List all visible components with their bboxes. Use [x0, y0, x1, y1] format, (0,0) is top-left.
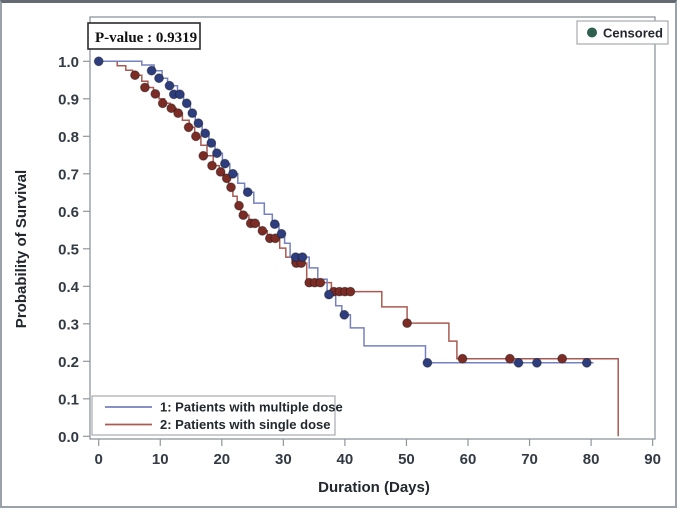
survival-curves-layer [93, 56, 619, 437]
x-tick-label: 10 [152, 451, 169, 468]
y-tick-label: 0.9 [58, 91, 79, 108]
censored-legend-box [576, 20, 669, 45]
censored-marker [257, 225, 268, 236]
censored-marker [150, 89, 161, 99]
censored-marker [513, 357, 524, 368]
pvalue-box [87, 22, 201, 50]
censored-marker [221, 173, 232, 184]
x-tick-label: 0 [95, 451, 103, 468]
censored-marker [200, 128, 211, 139]
censored-marker [250, 218, 260, 229]
y-tick-label: 0.0 [58, 429, 79, 446]
x-tick-label: 60 [460, 451, 477, 468]
censored-markers-2 [130, 70, 568, 364]
censored-marker [532, 357, 542, 368]
censored-marker [140, 82, 150, 93]
series-legend-box [91, 395, 336, 436]
censored-marker [581, 357, 592, 368]
censored-marker [207, 160, 217, 171]
censored-marker [130, 70, 140, 81]
y-tick-label: 0.1 [58, 391, 79, 408]
censored-marker [297, 252, 308, 263]
y-tick-label: 1.0 [58, 54, 79, 71]
censored-marker [242, 187, 253, 198]
censored-marker [212, 148, 222, 159]
censored-marker [220, 158, 230, 169]
censored-marker [238, 210, 249, 221]
censored-marker [198, 150, 209, 161]
censored-marker [226, 182, 236, 193]
censored-marker [457, 353, 468, 364]
survival-plot: 0 10 20 30 40 50 60 70 80 90 0.0 0.1 0.2 0.3 0.4 0.5 0.6… [13, 16, 669, 496]
censored-marker [339, 309, 350, 320]
x-tick-label: 90 [644, 451, 661, 468]
censored-marker [164, 80, 175, 91]
censored-marker [187, 108, 198, 118]
censored-markers-1 [93, 56, 592, 368]
censored-marker [175, 89, 185, 100]
censored-marker [215, 167, 226, 177]
plot-frame-layer: 0 10 20 30 40 50 60 70 80 90 0.0 0.1 0.2 0.3 0.4 0.5 0.6… [58, 16, 661, 468]
censored-marker [557, 353, 568, 364]
censored-marker [234, 200, 244, 211]
y-tick-label: 0.5 [58, 241, 79, 258]
x-tick-label: 70 [521, 451, 538, 468]
censored-marker [270, 233, 281, 244]
censored-marker [505, 353, 515, 364]
censored-marker [154, 73, 164, 84]
censored-marker [157, 98, 168, 109]
x-tick-label: 30 [275, 451, 292, 468]
censored-marker [422, 357, 433, 368]
censored-marker [181, 98, 192, 109]
x-tick-label: 20 [213, 451, 230, 468]
censored-marker [276, 228, 287, 239]
censored-marker [93, 56, 104, 67]
censored-marker [173, 108, 184, 118]
censored-marker [183, 122, 194, 133]
pvalue-annotation: P-value : 0.9319 [87, 22, 201, 50]
censored-marker [206, 138, 217, 148]
y-tick-label: 0.8 [58, 129, 79, 146]
x-tick-label: 80 [583, 451, 600, 468]
censored-marker [269, 219, 280, 230]
legend-label-single-dose: 2: Patients with single dose [160, 417, 330, 432]
y-tick-label: 0.7 [58, 166, 79, 183]
censored-legend-label: Censored [603, 26, 663, 41]
censored-marker [345, 286, 356, 297]
censored-dot-icon [587, 27, 597, 38]
x-tick-label: 40 [337, 451, 354, 468]
y-tick-label: 0.6 [58, 204, 79, 221]
y-axis-label: Probability of Survival [13, 170, 30, 328]
censored-marker [193, 118, 204, 129]
x-axis-label: Duration (Days) [318, 479, 430, 496]
censored-marker [166, 103, 177, 114]
censored-marker [315, 277, 326, 288]
censored-legend: Censored [576, 20, 669, 45]
censored-marker [191, 131, 201, 142]
x-tick-label: 50 [398, 451, 415, 468]
y-tick-label: 0.2 [58, 354, 79, 371]
censored-marker [324, 289, 334, 300]
censored-marker [402, 318, 413, 329]
y-tick-label: 0.4 [58, 279, 80, 296]
pvalue-text: P-value : 0.9319 [95, 30, 197, 46]
censored-marker [146, 65, 157, 76]
plot-frame [89, 16, 656, 440]
y-tick-label: 0.3 [58, 316, 79, 333]
censored-marker [228, 168, 238, 179]
series-legend: 1: Patients with multiple dose 2: Patien… [91, 395, 343, 436]
legend-label-multiple-dose: 1: Patients with multiple dose [160, 400, 343, 415]
